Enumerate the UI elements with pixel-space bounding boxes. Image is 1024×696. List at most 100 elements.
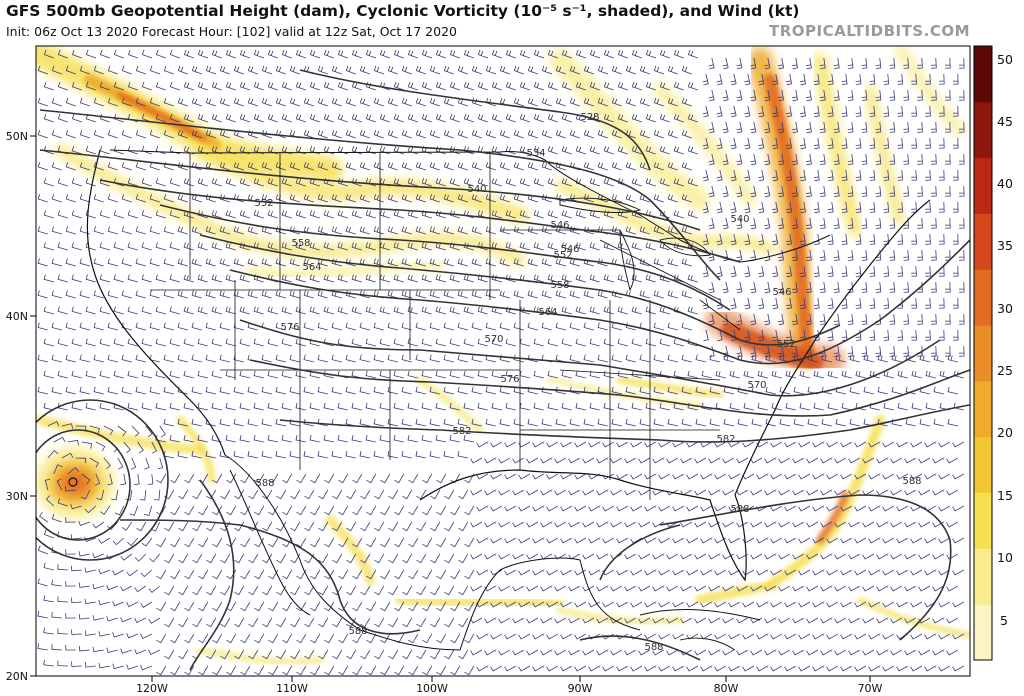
wind-barb xyxy=(875,281,882,293)
wind-barb xyxy=(253,370,264,379)
wind-barb xyxy=(772,73,779,86)
wind-barb xyxy=(107,521,119,530)
wind-barb xyxy=(750,217,757,230)
wind-barb xyxy=(541,97,552,107)
wind-barb xyxy=(476,441,488,448)
wind-barb xyxy=(784,569,796,576)
wind-barb xyxy=(723,418,734,427)
wind-barb xyxy=(430,553,441,564)
wind-barb xyxy=(85,370,96,379)
wind-barb xyxy=(518,633,530,640)
wind-barb xyxy=(345,386,356,395)
wind-barb xyxy=(827,137,834,149)
wind-barb xyxy=(366,601,377,612)
wind-barb xyxy=(945,185,951,197)
wind-barb xyxy=(170,633,181,644)
wind-barb xyxy=(281,242,292,251)
wind-barb xyxy=(415,290,426,299)
wind-barb xyxy=(360,617,371,628)
wind-barb xyxy=(918,649,930,656)
wind-barb xyxy=(786,329,793,342)
wind-barb xyxy=(113,370,124,379)
wind-barb xyxy=(947,354,958,363)
wind-barb xyxy=(47,450,59,459)
wind-barb xyxy=(415,354,426,363)
wind-barb xyxy=(876,649,888,656)
wind-barb xyxy=(868,505,880,512)
wind-barb xyxy=(849,418,860,427)
wind-barb xyxy=(178,649,189,660)
wind-barb xyxy=(764,489,776,496)
wind-barb xyxy=(429,322,440,331)
colorbar-label: 25 xyxy=(997,363,1013,378)
wind-barb xyxy=(952,505,964,512)
wind-barb xyxy=(911,297,917,309)
wind-barb xyxy=(611,65,622,75)
wind-barb xyxy=(191,194,202,203)
wind-barb xyxy=(155,210,166,219)
wind-barb xyxy=(834,521,846,528)
brand-watermark[interactable]: TROPICALTIDBITS.COM xyxy=(769,22,970,40)
wind-barb xyxy=(443,290,454,299)
wind-barb xyxy=(430,617,441,628)
wind-barb xyxy=(351,210,362,219)
wind-barb xyxy=(890,553,902,560)
wind-barb xyxy=(233,162,244,171)
wind-barb xyxy=(261,97,272,107)
wind-barb xyxy=(253,210,264,219)
wind-barb xyxy=(121,258,132,267)
wind-barb xyxy=(518,537,530,544)
wind-barb xyxy=(855,73,862,85)
wind-barb xyxy=(429,450,440,459)
wind-barb xyxy=(547,210,558,219)
wind-barb xyxy=(136,521,147,532)
wind-barb xyxy=(99,210,110,219)
height-label: 558 xyxy=(550,280,569,291)
wind-barb xyxy=(134,473,140,485)
wind-barb xyxy=(625,65,636,75)
wind-barb xyxy=(261,226,272,235)
wind-barb xyxy=(134,649,146,655)
wind-barb xyxy=(946,489,958,496)
wind-barb xyxy=(351,242,362,251)
wind-barb xyxy=(659,306,670,315)
wind-barb xyxy=(65,129,76,139)
wind-barb xyxy=(107,473,113,486)
wind-barb xyxy=(464,537,475,548)
wind-barb xyxy=(653,129,664,139)
wind-barb xyxy=(639,162,650,171)
wind-barb xyxy=(778,649,790,656)
wind-barb xyxy=(477,113,488,123)
wind-barb xyxy=(295,370,306,379)
wind-barb xyxy=(141,274,152,283)
wind-barb xyxy=(37,65,48,75)
wind-barb xyxy=(388,489,399,500)
wind-barb xyxy=(457,322,468,331)
wind-barb xyxy=(436,569,447,580)
wind-barb xyxy=(379,145,390,155)
wind-barb xyxy=(868,633,880,640)
colorbar-swatch xyxy=(974,157,992,214)
wind-barb xyxy=(135,194,146,203)
wind-barb xyxy=(931,249,937,261)
wind-barb xyxy=(191,418,202,427)
wind-barb xyxy=(736,521,748,528)
wind-barb xyxy=(686,505,698,512)
wind-barb xyxy=(170,569,181,580)
wind-barb xyxy=(123,441,131,454)
wind-barb xyxy=(708,185,715,198)
wind-barb xyxy=(51,97,62,107)
wind-barb xyxy=(861,185,868,197)
wind-barb xyxy=(205,290,216,299)
wind-barb xyxy=(597,418,608,427)
wind-barb xyxy=(708,553,720,560)
wind-barb xyxy=(39,511,49,523)
wind-barb xyxy=(177,194,188,203)
wind-barb xyxy=(191,97,202,107)
vorticity-band xyxy=(894,46,966,136)
wind-barb xyxy=(778,457,790,464)
wind-barb xyxy=(504,505,516,512)
wind-barb xyxy=(44,478,51,491)
wind-barb xyxy=(750,457,762,464)
wind-barb xyxy=(569,290,580,299)
